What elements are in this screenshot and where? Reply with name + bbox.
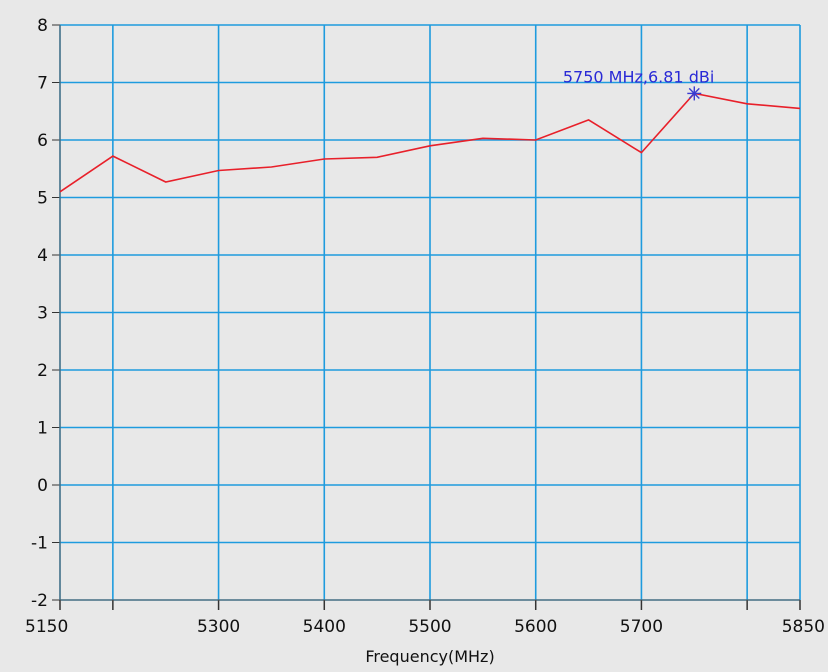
y-tick-label: 5 — [37, 189, 48, 209]
series-line — [59, 92, 801, 193]
x-tick-label: 5700 — [620, 617, 663, 637]
x-tick-label: 5600 — [514, 617, 557, 637]
annotation-marker — [687, 86, 702, 101]
x-tick-label: 5400 — [303, 617, 346, 637]
y-tick-label: -1 — [31, 534, 48, 554]
y-tick-label: 3 — [37, 304, 48, 324]
y-tick-label: 4 — [37, 246, 48, 266]
x-tick-label: 5300 — [197, 617, 240, 637]
x-tick-label: 5150 — [25, 617, 68, 637]
annotation-label: 5750 MHz,6.81 dBi — [563, 67, 714, 86]
x-tick-label: 5850 — [782, 617, 825, 637]
y-tick-label: 2 — [37, 361, 48, 381]
x-tick-label: 5500 — [408, 617, 451, 637]
y-tick-label: 8 — [37, 16, 48, 36]
y-tick-label: 6 — [37, 131, 48, 151]
y-tick-label: -2 — [31, 591, 48, 611]
y-tick-label: 0 — [37, 476, 48, 496]
y-tick-label: 7 — [37, 74, 48, 94]
y-tick-label: 1 — [37, 419, 48, 439]
x-axis-title: Frequency(MHz) — [365, 647, 494, 666]
